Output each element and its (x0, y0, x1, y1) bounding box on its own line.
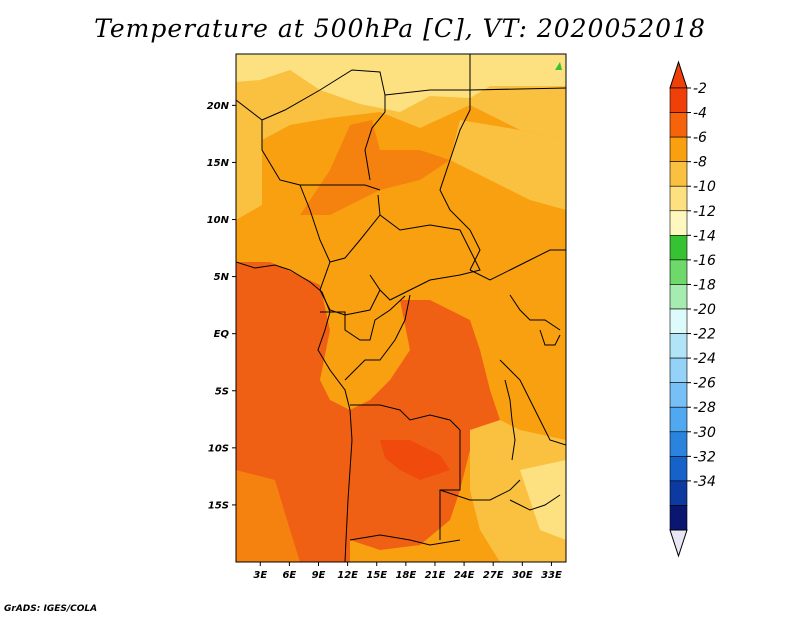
temp-region-northwest-cool (236, 140, 262, 220)
border-lake-tanganyika (504, 379, 516, 461)
lat-label-10n: 10N (207, 215, 230, 226)
colorbar-swatch (669, 431, 688, 457)
temp-region-north-cold (236, 54, 566, 112)
green-marker (555, 62, 562, 70)
colorbar: -2 -4 -6 -8 -10 -12 -14 -16 -18 -20 -22 -24 -26 -28 -3… (669, 60, 716, 558)
colorbar-label: -16 (693, 253, 716, 269)
political-borders (236, 54, 566, 562)
lon-label-21e: 21E (425, 570, 446, 581)
colorbar-label: -6 (693, 130, 707, 146)
lat-label-5n: 5N (214, 272, 230, 283)
colorbar-swatch (669, 406, 688, 433)
lon-label-30e: 30E (512, 570, 533, 581)
temp-region-southwest-mid (236, 470, 300, 562)
temp-region-sahel-warm (300, 120, 450, 215)
lon-label-15e: 15E (366, 570, 387, 581)
temp-region-northeast-cool (450, 120, 566, 210)
colorbar-under-arrow (669, 529, 688, 558)
latitude-axis: 20N 15N 10N 5N EQ 5S 10S 15S (207, 101, 236, 511)
temp-region-angola-hot (380, 440, 450, 480)
colorbar-swatch (669, 456, 688, 482)
border-uganda-kenya (509, 294, 561, 331)
colorbar-label: -20 (693, 302, 716, 318)
border-egypt-sudan (469, 87, 566, 91)
colorbar-swatch (669, 259, 688, 285)
lon-label-24e: 24E (454, 570, 475, 581)
lon-label-3e: 3E (253, 570, 267, 581)
lon-label-18e: 18E (395, 570, 416, 581)
colorbar-swatch (669, 161, 688, 187)
lat-label-eq: EQ (214, 329, 230, 340)
border-east-misc (539, 329, 561, 346)
border-angola-south (349, 534, 461, 546)
colorbar-label: -34 (693, 474, 716, 490)
coastline-west (236, 261, 353, 562)
colorbar-label: -4 (693, 106, 707, 122)
border-zambia (439, 479, 521, 501)
colorbar-label: -28 (693, 400, 716, 416)
lon-label-12e: 12E (337, 570, 358, 581)
colorbar-label: -18 (693, 277, 716, 293)
border-car (369, 214, 481, 301)
lon-label-33e: 33E (541, 570, 562, 581)
colorbar-swatch (669, 505, 688, 531)
border-angola-drc (350, 404, 461, 431)
border-drc-west (344, 294, 411, 381)
lon-label-27e: 27E (483, 570, 504, 581)
colorbar-swatch (669, 210, 688, 236)
border-nigeria (299, 184, 381, 263)
colorbar-label: -10 (693, 179, 716, 195)
border-tanzania (499, 359, 566, 446)
lon-label-9e: 9E (312, 570, 326, 581)
footer-credit: GrADS: IGES/COLA (4, 604, 98, 614)
colorbar-swatch (669, 308, 688, 334)
colorbar-label: -26 (693, 376, 716, 392)
colorbar-label: -22 (693, 327, 716, 343)
border-sahel-north (261, 69, 386, 181)
colorbar-swatch (669, 112, 688, 138)
colorbar-swatch (669, 87, 688, 113)
lat-label-15s: 15S (208, 500, 229, 511)
border-chad-sudan (439, 90, 481, 271)
temp-region-southeast-cold (520, 460, 566, 540)
chart-title: Temperature at 500hPa [C], VT: 202005201… (94, 14, 706, 43)
border-south-sudan (469, 249, 566, 281)
lon-label-6e: 6E (282, 570, 296, 581)
lat-label-10s: 10S (208, 443, 229, 454)
colorbar-over-arrow (669, 60, 688, 89)
lat-label-5s: 5S (215, 386, 229, 397)
colorbar-label: -2 (693, 81, 707, 97)
longitude-axis: 3E 6E 9E 12E 15E 18E 21E 24E 27E 30E 33E (253, 562, 562, 581)
colorbar-label: -24 (693, 351, 716, 367)
colorbar-label: -12 (693, 204, 716, 220)
map-frame (235, 53, 567, 563)
colorbar-swatch (669, 480, 688, 506)
lat-label-20n: 20N (207, 101, 230, 112)
border-mali-niger (236, 99, 381, 191)
colorbar-label: -8 (693, 155, 707, 171)
border-congo-gabon (320, 295, 406, 341)
colorbar-swatch (669, 185, 688, 212)
temp-region-congo-warm (350, 300, 500, 550)
colorbar-swatch (669, 284, 688, 310)
lat-label-15n: 15N (207, 158, 230, 169)
colorbar-label: -32 (693, 449, 716, 465)
temperature-field (236, 54, 566, 562)
colorbar-swatch (669, 235, 688, 261)
colorbar-swatch (669, 333, 688, 359)
colorbar-swatch (669, 382, 688, 408)
border-angola-east (439, 430, 461, 540)
colorbar-swatch (669, 357, 688, 383)
border-mozambique (509, 494, 561, 511)
colorbar-label: -30 (693, 425, 716, 441)
colorbar-swatch (669, 136, 688, 162)
colorbar-label: -14 (693, 228, 716, 244)
